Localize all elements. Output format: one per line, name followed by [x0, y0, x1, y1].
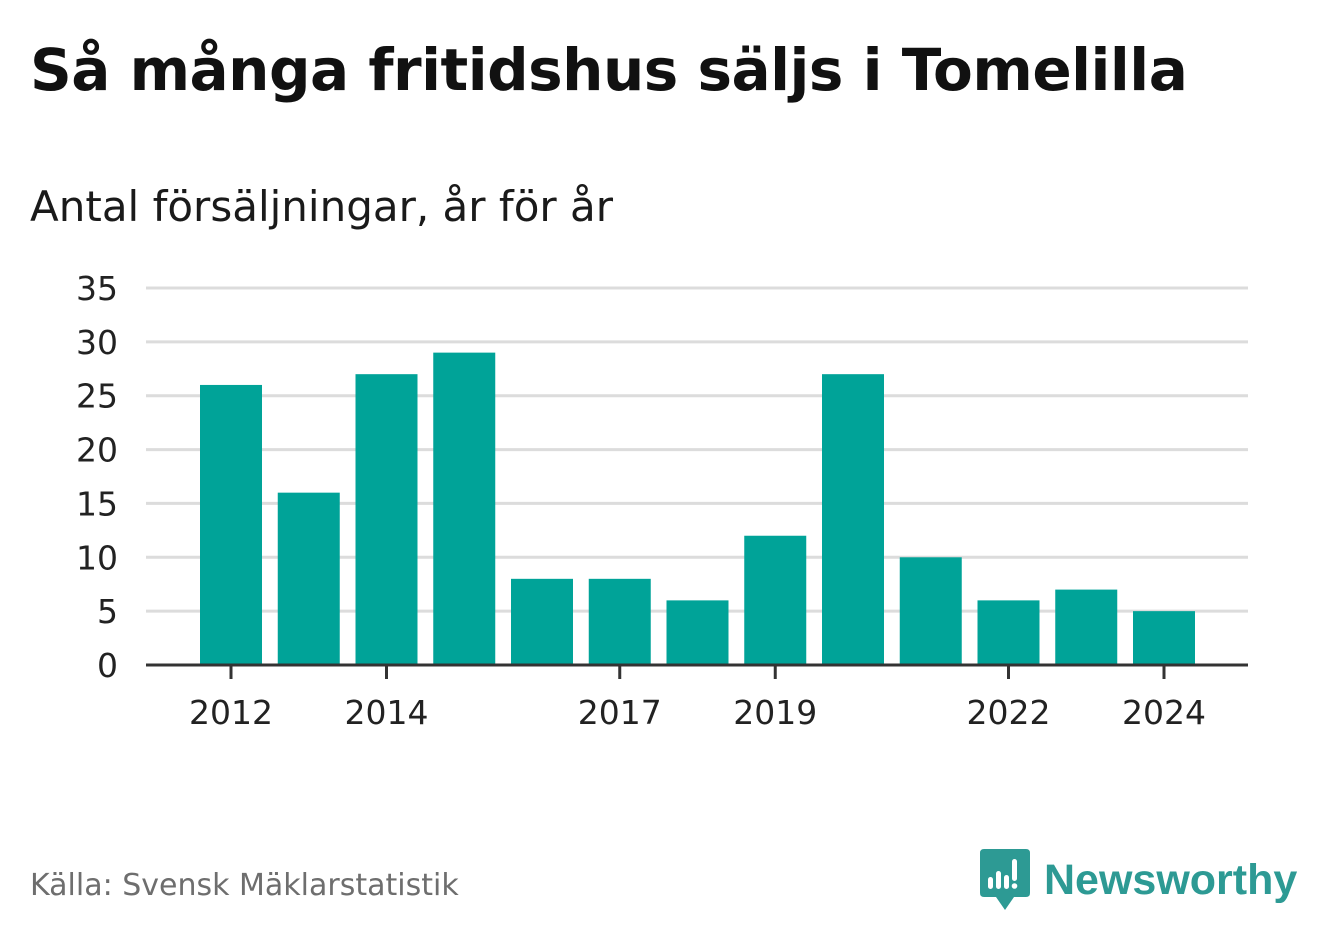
x-tick-label: 2017 [578, 693, 662, 732]
bars [200, 352, 1195, 665]
bar [977, 600, 1040, 665]
y-tick-label: 35 [76, 269, 118, 308]
y-tick-label: 15 [76, 484, 118, 523]
y-tick-label: 0 [97, 646, 118, 685]
brand-name: Newsworthy [1044, 855, 1298, 904]
y-tick-label: 30 [76, 323, 118, 362]
y-tick-label: 25 [76, 377, 118, 416]
bar [666, 600, 729, 665]
bar [511, 578, 573, 665]
bar [200, 384, 262, 665]
bar [277, 492, 340, 665]
bar [355, 374, 418, 665]
bar [822, 374, 884, 665]
x-tick-label: 2022 [967, 693, 1051, 732]
x-tick-label: 2014 [345, 693, 429, 732]
y-tick-label: 10 [76, 538, 118, 577]
newsworthy-logo-icon [980, 849, 1030, 910]
y-tick-label: 5 [97, 592, 118, 631]
y-axis-ticks: 0 5 10 15 20 25 30 35 [76, 269, 118, 685]
source-note: Källa: Svensk Mäklarstatistik [30, 868, 459, 903]
chart-title: Så många fritidshus säljs i Tomelilla [30, 36, 1188, 104]
y-tick-label: 20 [76, 431, 118, 470]
bar [433, 352, 496, 665]
x-tick-label: 2012 [189, 693, 273, 732]
bar [1133, 611, 1195, 665]
bar [1055, 589, 1118, 665]
x-tick-label: 2019 [733, 693, 817, 732]
x-tick-label: 2024 [1122, 693, 1206, 732]
chart-subtitle: Antal försäljningar, år för år [30, 182, 614, 231]
brand[interactable]: Newsworthy [980, 848, 1297, 912]
bar [899, 557, 962, 665]
x-axis-ticks: 2012 2014 2017 2019 2022 2024 [189, 665, 1206, 732]
bar [744, 535, 807, 665]
bar [588, 578, 651, 665]
